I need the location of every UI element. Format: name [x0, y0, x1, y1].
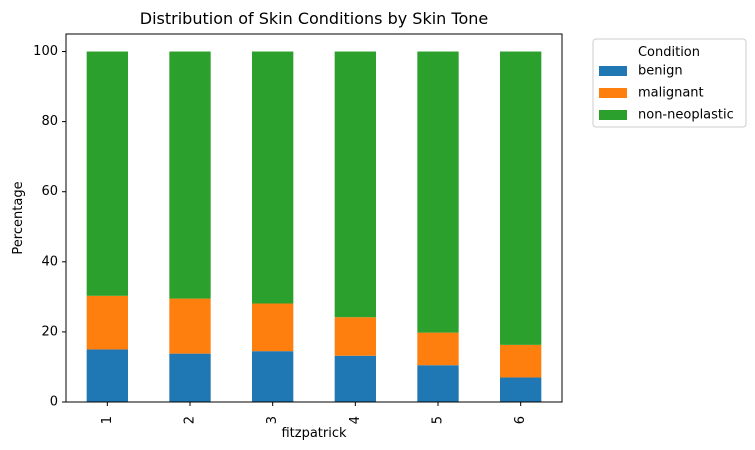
bar-non-neoplastic-4 [334, 51, 376, 318]
bar-malignant-6 [500, 344, 542, 378]
y-axis-label: Percentage [11, 181, 26, 254]
legend-title: Condition [638, 45, 700, 60]
bar-malignant-5 [417, 332, 459, 366]
bar-non-neoplastic-5 [417, 51, 459, 333]
y-tick-label: 80 [41, 114, 58, 129]
x-tick-label: 1 [100, 416, 115, 424]
legend-label-non-neoplastic: non-neoplastic [638, 108, 734, 123]
x-axis-ticks: 1 2 3 4 5 6 [100, 402, 528, 424]
legend-swatch-malignant [599, 88, 627, 98]
bar-benign-2 [169, 353, 211, 402]
legend-items: benign malignant non-neoplastic [599, 64, 734, 123]
y-axis-ticks: 0 20 40 60 80 100 [33, 44, 66, 410]
bar-malignant-1 [86, 295, 128, 350]
bar-non-neoplastic-1 [86, 51, 128, 296]
x-tick-label: 5 [431, 416, 446, 424]
y-tick-label: 20 [41, 324, 58, 339]
y-tick-label: 100 [33, 44, 58, 59]
chart-title: Distribution of Skin Conditions by Skin … [140, 9, 488, 28]
legend-label-malignant: malignant [638, 86, 704, 101]
legend-label-benign: benign [638, 64, 683, 79]
plot-frame [65, 33, 563, 403]
x-axis-label: fitzpatrick [281, 426, 347, 441]
bar-malignant-4 [334, 317, 376, 356]
bar-malignant-2 [169, 298, 211, 354]
legend-box [592, 38, 747, 128]
legend-swatch-non-neoplastic [599, 110, 627, 120]
legend: Condition benign malignant non-neoplastic [592, 38, 747, 128]
bar-benign-3 [252, 351, 294, 402]
bars-group [86, 51, 542, 402]
y-tick-label: 60 [41, 184, 58, 199]
bar-benign-1 [86, 349, 128, 402]
x-tick-label: 2 [183, 416, 198, 424]
bar-benign-6 [500, 377, 542, 402]
bar-benign-4 [334, 355, 376, 402]
x-tick-label: 3 [265, 416, 280, 424]
x-tick-label: 4 [348, 416, 363, 424]
bar-benign-5 [417, 365, 459, 402]
x-tick-label: 6 [513, 416, 528, 424]
bar-non-neoplastic-2 [169, 51, 211, 299]
bar-non-neoplastic-3 [252, 51, 294, 304]
bar-malignant-3 [252, 303, 294, 352]
y-tick-label: 0 [50, 395, 58, 410]
y-tick-label: 40 [41, 254, 58, 269]
legend-swatch-benign [599, 66, 627, 76]
bar-non-neoplastic-6 [500, 51, 542, 345]
